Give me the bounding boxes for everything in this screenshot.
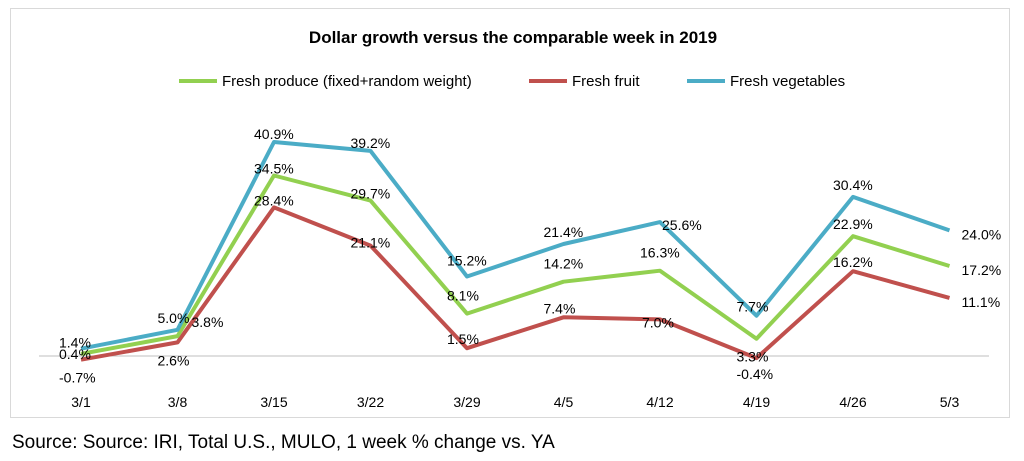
data-label-0-2: 34.5%: [254, 160, 294, 176]
series-line-0: [80, 173, 951, 356]
data-label-1-6: 7.0%: [642, 314, 674, 330]
source-note: Source: Source: IRI, Total U.S., MULO, 1…: [12, 432, 555, 453]
x-tick-label-0: 3/1: [71, 394, 91, 410]
data-label-1-8: 16.2%: [833, 254, 873, 270]
data-label-2-7: 7.7%: [737, 299, 769, 315]
data-label-1-9: 11.1%: [962, 294, 1001, 310]
chart-title: Dollar growth versus the comparable week…: [309, 28, 717, 47]
x-tick-label-7: 4/19: [743, 394, 770, 410]
data-label-0-3: 29.7%: [351, 186, 391, 202]
x-tick-label-5: 4/5: [554, 394, 574, 410]
data-label-1-0: -0.7%: [59, 370, 96, 386]
series-line-1: [80, 205, 951, 362]
data-label-2-8: 30.4%: [833, 177, 873, 193]
x-tick-label-3: 3/22: [357, 394, 384, 410]
x-tick-label-1: 3/8: [168, 394, 188, 410]
legend-label-0: Fresh produce (fixed+random weight): [222, 73, 472, 90]
data-label-2-1: 5.0%: [158, 310, 190, 326]
chart-frame: Dollar growth versus the comparable week…: [10, 8, 1010, 418]
data-label-0-4: 8.1%: [447, 288, 479, 304]
data-label-1-7: -0.4%: [737, 366, 774, 382]
data-label-2-5: 21.4%: [544, 224, 584, 240]
data-label-0-9: 17.2%: [962, 262, 1002, 278]
data-label-1-3: 21.1%: [351, 235, 391, 251]
legend-label-2: Fresh vegetables: [730, 73, 845, 90]
data-label-2-2: 40.9%: [254, 126, 294, 142]
data-label-2-6: 25.6%: [662, 217, 702, 233]
data-label-1-5: 7.4%: [544, 300, 576, 316]
legend-label-1: Fresh fruit: [572, 73, 640, 90]
data-label-0-6: 16.3%: [640, 245, 680, 261]
data-label-1-4: 1.5%: [447, 331, 479, 347]
data-label-0-8: 22.9%: [833, 216, 873, 232]
data-label-2-9: 24.0%: [962, 226, 1002, 242]
data-label-0-7: 3.3%: [737, 349, 769, 365]
data-label-2-4: 15.2%: [447, 252, 487, 268]
x-tick-label-9: 5/3: [940, 394, 960, 410]
data-label-0-5: 14.2%: [544, 256, 584, 272]
x-tick-label-8: 4/26: [839, 394, 866, 410]
x-tick-label-6: 4/12: [646, 394, 673, 410]
data-label-2-3: 39.2%: [351, 135, 391, 151]
x-tick-label-4: 3/29: [453, 394, 480, 410]
line-chart: Dollar growth versus the comparable week…: [39, 28, 1002, 410]
data-label-0-1: 3.8%: [192, 314, 224, 330]
data-label-1-1: 2.6%: [158, 352, 190, 368]
data-label-2-0: 1.4%: [59, 335, 91, 351]
data-label-1-2: 28.4%: [254, 192, 294, 208]
data-label-0-0: 0.4%: [59, 346, 91, 362]
x-tick-label-2: 3/15: [260, 394, 287, 410]
series-line-2: [80, 140, 951, 351]
